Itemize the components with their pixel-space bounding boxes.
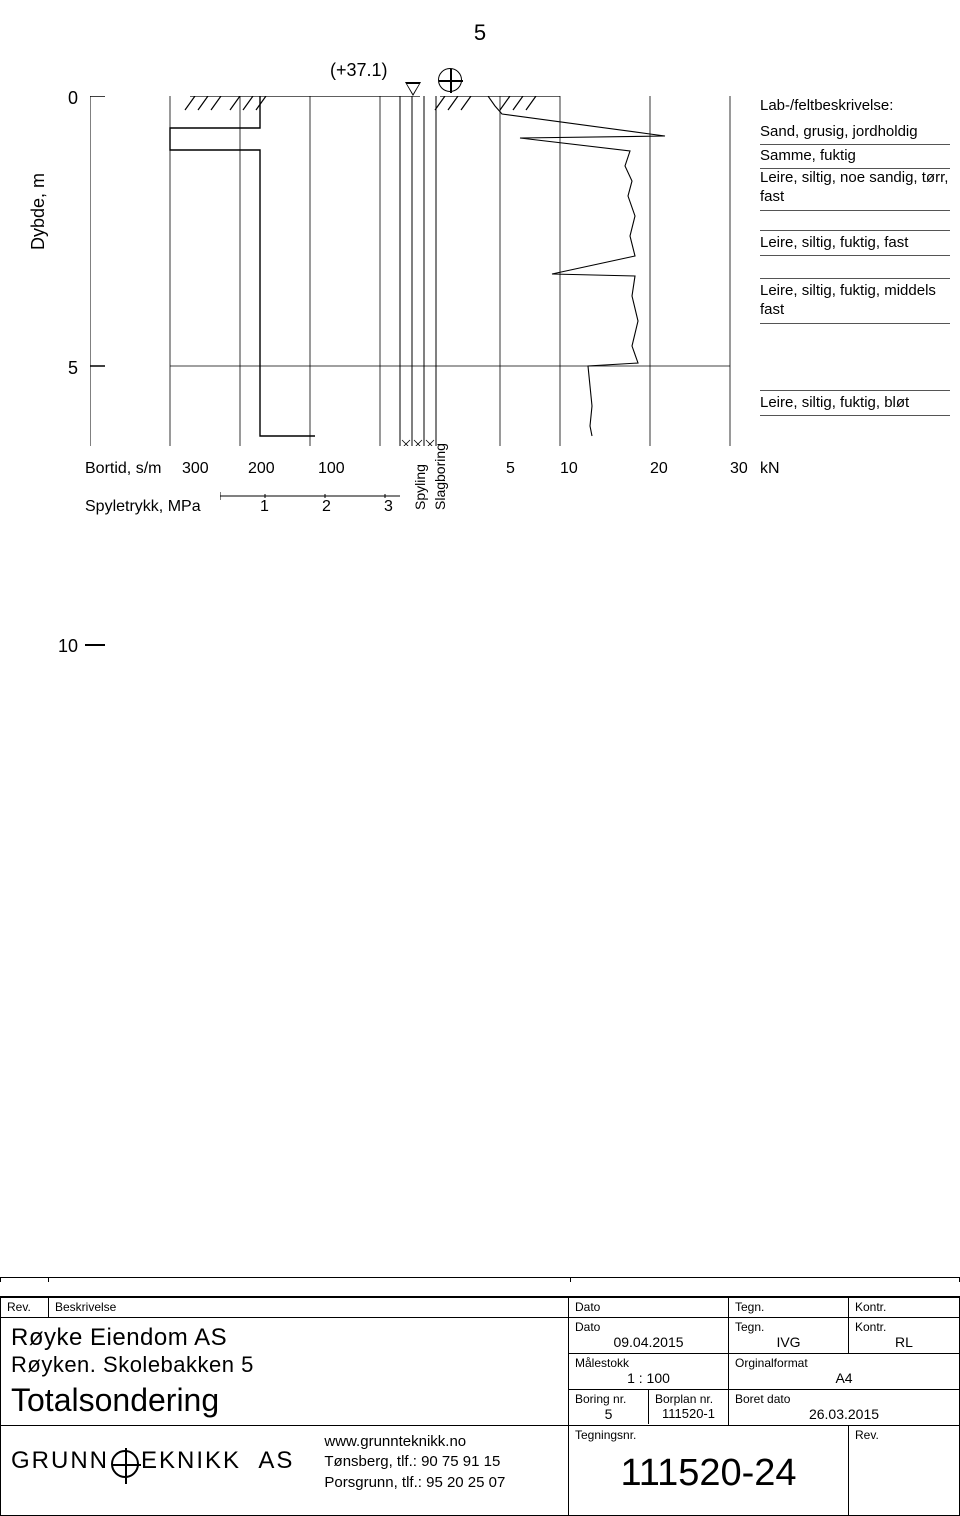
kn-t5: 5 [506, 460, 515, 478]
dato-hdr2: Dato [575, 1320, 722, 1334]
y-tick-10-mark [85, 644, 105, 646]
boringnr-hdr: Boring nr. [575, 1392, 642, 1406]
y-tick-5: 5 [58, 358, 78, 379]
marker-triangle-icon [405, 82, 421, 96]
company-logo: GRUNNEKNIKK AS [11, 1447, 294, 1478]
dato: 09.04.2015 [575, 1334, 722, 1350]
elevation-label: (+37.1) [330, 60, 388, 81]
malestokk: 1 : 100 [575, 1370, 722, 1386]
kn-t30: 30 [730, 460, 748, 478]
desc-item: Leire, siltig, fuktig, fast [760, 230, 950, 257]
kontr: RL [855, 1334, 953, 1350]
kn-t20: 20 [650, 460, 668, 478]
y-tick-10: 10 [58, 636, 78, 657]
dato-hdr: Dato [569, 1298, 729, 1318]
kn-unit: kN [760, 460, 780, 478]
spyle-ruler-icon [220, 490, 400, 502]
tel2: Porsgrunn, tlf.: 95 20 25 07 [324, 1473, 505, 1493]
rev2-hdr: Rev. [855, 1428, 953, 1442]
format-hdr: Orginalformat [735, 1356, 953, 1370]
tegningsnr-hdr: Tegningsnr. [575, 1428, 842, 1442]
bortid-t300: 300 [182, 460, 209, 478]
desc-item: Sand, grusig, jordholdig [760, 120, 950, 146]
boretdato-hdr: Boret dato [735, 1392, 953, 1406]
tel1: Tønsberg, tlf.: 90 75 91 15 [324, 1452, 505, 1472]
kn-t10: 10 [560, 460, 578, 478]
desc-item: Leire, siltig, fuktig, middels fast [760, 278, 950, 324]
spyling-label: Spyling [412, 464, 428, 510]
website: www.grunnteknikk.no [324, 1432, 505, 1452]
marker-circle-icon [438, 68, 462, 92]
bottom-axes: Bortid, s/m 300 200 100 Spyletrykk, MPa … [90, 460, 870, 540]
format: A4 [735, 1370, 953, 1386]
client: Røyke Eiendom AS [11, 1324, 558, 1352]
y-axis-label: Dybde, m [28, 173, 49, 250]
desc-item: Leire, siltig, fuktig, bløt [760, 390, 950, 417]
borehole-plot [90, 96, 870, 446]
spyletrykk-label: Spyletrykk, MPa [85, 498, 201, 516]
borplan: 111520-1 [655, 1406, 722, 1421]
tegningsnr: 111520-24 [575, 1442, 842, 1495]
desc-item: Leire, siltig, noe sandig, tørr, fast [760, 166, 950, 211]
drawing-title: Totalsondering [11, 1382, 558, 1419]
title-block: Rev. Beskrivelse Dato Tegn. Kontr. Røyke… [0, 1296, 960, 1516]
borplan-hdr: Borplan nr. [655, 1392, 722, 1406]
bortid-t200: 200 [248, 460, 275, 478]
tegn-hdr2: Tegn. [735, 1320, 842, 1334]
tegn: IVG [735, 1334, 842, 1350]
boretdato: 26.03.2015 [735, 1406, 953, 1422]
kontr-hdr2: Kontr. [855, 1320, 953, 1334]
bortid-label: Bortid, s/m [85, 460, 161, 478]
project: Røyken. Skolebakken 5 [11, 1352, 558, 1378]
slagboring-label: Slagboring [432, 443, 448, 510]
rev-hdr: Rev. [1, 1298, 49, 1318]
bortid-t100: 100 [318, 460, 345, 478]
malestokk-hdr: Målestokk [575, 1356, 722, 1370]
besk-hdr: Beskrivelse [49, 1298, 569, 1318]
y-tick-0: 0 [58, 88, 78, 109]
lab-descriptions: Lab-/feltbeskrivelse: Sand, grusig, jord… [760, 96, 950, 440]
desc-title: Lab-/feltbeskrivelse: [760, 96, 950, 116]
logo-circle-icon [111, 1450, 139, 1478]
tegn-hdr: Tegn. [729, 1298, 849, 1318]
boringnr: 5 [575, 1406, 642, 1422]
kontr-hdr: Kontr. [849, 1298, 960, 1318]
page-number: 5 [474, 20, 486, 46]
